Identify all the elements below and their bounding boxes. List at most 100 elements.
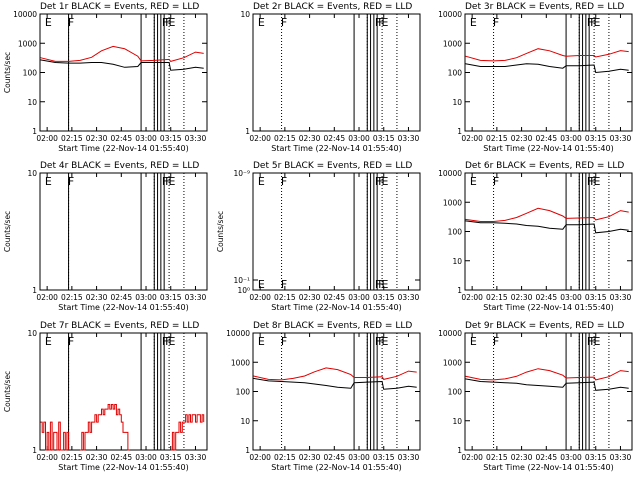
x-tick-label: 02:30 <box>511 134 533 143</box>
event-marker-label: F <box>375 175 381 188</box>
y-axis-label: Counts/sec <box>3 371 12 412</box>
x-axis-label: Start Time (22-Nov-14 01:55:40) <box>271 463 401 472</box>
y-tick-label: 100 <box>448 228 463 237</box>
event-marker-label: F <box>68 175 74 188</box>
y-tick-label: 10 <box>27 98 37 107</box>
event-marker-label: F <box>165 16 171 29</box>
series-line <box>465 48 629 62</box>
plot-frame <box>252 332 421 451</box>
x-tick-label: 03:15 <box>373 453 395 462</box>
y-tick-label: 10 <box>452 257 462 266</box>
x-tick-label: 02:15 <box>274 134 296 143</box>
x-tick-label: 02:15 <box>61 453 83 462</box>
y-tick-label: 1 <box>457 127 462 136</box>
x-tick-label: 02:30 <box>299 293 321 302</box>
x-tick-label: 03:00 <box>560 293 582 302</box>
plot-frame <box>39 13 208 132</box>
y-axis-label: Counts/sec <box>3 211 12 252</box>
series-line <box>465 63 629 74</box>
x-tick-label: 02:45 <box>110 134 132 143</box>
y-tick-label: 1000 <box>443 39 462 48</box>
x-tick-label: 02:00 <box>461 134 483 143</box>
x-tick-label: 02:15 <box>486 134 508 143</box>
panel-title: Det 4r BLACK = Events, RED = LLD <box>40 161 199 171</box>
x-tick-label: 02:30 <box>299 134 321 143</box>
event-marker-label: F <box>493 175 499 188</box>
detector-panel: Det 5r BLACK = Events, RED = LLD 02:00 02:… <box>216 161 421 312</box>
x-tick-label: 02:00 <box>36 293 58 302</box>
x-tick-label: 02:00 <box>249 293 271 302</box>
x-tick-label: 03:00 <box>348 134 370 143</box>
y-tick-label: 10000 <box>438 169 462 178</box>
plot-frame <box>252 172 421 291</box>
x-tick-label: 02:00 <box>36 134 58 143</box>
y-tick-label: 10000 <box>13 10 37 19</box>
y-tick-label: 10⁻⁹ <box>233 169 250 178</box>
event-marker-label: F <box>378 16 384 29</box>
series-line <box>253 377 417 390</box>
y-tick-label: 10000 <box>226 329 250 338</box>
x-tick-label: 03:30 <box>398 453 420 462</box>
panel-title: Det 9r BLACK = Events, RED = LLD <box>465 321 624 331</box>
x-tick-label: 02:45 <box>535 293 557 302</box>
event-marker-label: E <box>470 175 477 188</box>
event-marker-label: E <box>168 16 175 29</box>
panel-title: Det 7r BLACK = Events, RED = LLD <box>40 321 199 331</box>
y-tick-label: 100 <box>23 69 38 78</box>
x-tick-label: 02:00 <box>461 293 483 302</box>
y-tick-label: 10 <box>27 329 37 338</box>
plot-frame <box>39 332 208 451</box>
x-axis-label: Start Time (22-Nov-14 01:55:40) <box>58 144 188 153</box>
event-marker-label: F <box>375 335 381 348</box>
event-marker-label: E <box>168 175 175 188</box>
event-marker-label: F <box>281 278 287 291</box>
x-tick-label: 03:00 <box>135 293 157 302</box>
panel-title: Det 5r BLACK = Events, RED = LLD <box>253 161 412 171</box>
y-tick-label: 10 <box>452 417 462 426</box>
y-tick-label: 1 <box>457 286 462 295</box>
panel-title: Det 2r BLACK = Events, RED = LLD <box>253 2 412 12</box>
plot-frame <box>39 172 208 291</box>
series-line <box>40 404 205 451</box>
event-marker-label: F <box>281 335 287 348</box>
y-tick-label: 1000 <box>443 198 462 207</box>
x-tick-label: 03:30 <box>398 293 420 302</box>
x-tick-label: 02:45 <box>323 453 345 462</box>
x-tick-label: 02:45 <box>110 293 132 302</box>
plot-frame <box>464 13 633 132</box>
event-marker-label: F <box>68 16 74 29</box>
y-tick-label: 1 <box>245 127 250 136</box>
event-marker-label: F <box>375 16 381 29</box>
event-marker-label: F <box>493 335 499 348</box>
event-marker-label: F <box>162 335 168 348</box>
x-tick-label: 02:00 <box>249 453 271 462</box>
x-tick-label: 02:45 <box>110 453 132 462</box>
event-marker-label: E <box>381 175 388 188</box>
event-marker-label: F <box>162 175 168 188</box>
event-marker-label: E <box>470 16 477 29</box>
x-tick-label: 03:15 <box>585 134 607 143</box>
y-tick-label: 10000 <box>438 10 462 19</box>
panel-title: Det 3r BLACK = Events, RED = LLD <box>465 2 624 12</box>
event-marker-label: E <box>470 335 477 348</box>
event-marker-label: F <box>68 335 74 348</box>
event-marker-label: F <box>590 16 596 29</box>
y-tick-label: 100 <box>448 388 463 397</box>
x-tick-label: 02:30 <box>511 453 533 462</box>
y-tick-label: 1 <box>457 446 462 455</box>
event-marker-label: F <box>587 335 593 348</box>
x-axis-label: Start Time (22-Nov-14 01:55:40) <box>483 144 613 153</box>
y-tick-label: 1 <box>32 286 37 295</box>
event-marker-label: E <box>45 175 52 188</box>
x-tick-label: 03:30 <box>185 134 207 143</box>
event-marker-label: E <box>593 335 600 348</box>
event-marker-label: E <box>381 278 388 291</box>
series-line <box>40 45 204 62</box>
x-tick-label: 03:30 <box>610 293 632 302</box>
event-marker-label: E <box>168 335 175 348</box>
event-marker-label: F <box>378 175 384 188</box>
event-marker-label: E <box>381 16 388 29</box>
y-tick-label: 100 <box>236 388 251 397</box>
